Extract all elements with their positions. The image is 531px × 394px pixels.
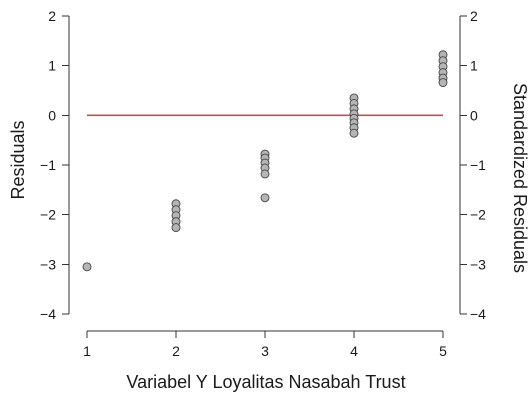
data-point — [171, 223, 181, 233]
y-axis-title: Residuals — [8, 120, 28, 199]
y-right-tick-label: 1 — [470, 58, 478, 74]
y-right-tick-label: 2 — [470, 8, 478, 24]
data-point — [438, 78, 448, 88]
data-point — [349, 128, 359, 138]
data-points-group — [82, 50, 448, 272]
y-tick-label: 0 — [48, 107, 56, 123]
y-right-tick-label: −3 — [470, 256, 486, 272]
y-tick-label: −3 — [40, 256, 56, 272]
axes-group: −4 −3 −2 −1 0 1 2 −4 −3 −2 −1 0 1 2 1 2 3 4 5 — [40, 8, 486, 359]
y-right-tick-label: −2 — [470, 207, 486, 223]
y-tick-label: −2 — [40, 207, 56, 223]
x-tick-label: 3 — [261, 343, 269, 359]
y-right-tick-label: −4 — [470, 306, 486, 322]
y-right-tick-label: −1 — [470, 157, 486, 173]
data-point — [82, 262, 92, 272]
y-axis-right-title: Standardized Residuals — [510, 83, 530, 273]
data-point — [260, 193, 270, 203]
x-axis-title: Variabel Y Loyalitas Nasabah Trust — [126, 372, 405, 392]
y-right-tick-label: 0 — [470, 107, 478, 123]
x-tick-label: 1 — [83, 343, 91, 359]
y-tick-label: 2 — [48, 8, 56, 24]
data-point — [260, 169, 270, 179]
x-tick-label: 4 — [350, 343, 358, 359]
y-tick-label: −4 — [40, 306, 56, 322]
y-tick-label: −1 — [40, 157, 56, 173]
x-tick-label: 5 — [439, 343, 447, 359]
x-tick-label: 2 — [172, 343, 180, 359]
y-tick-label: 1 — [48, 58, 56, 74]
